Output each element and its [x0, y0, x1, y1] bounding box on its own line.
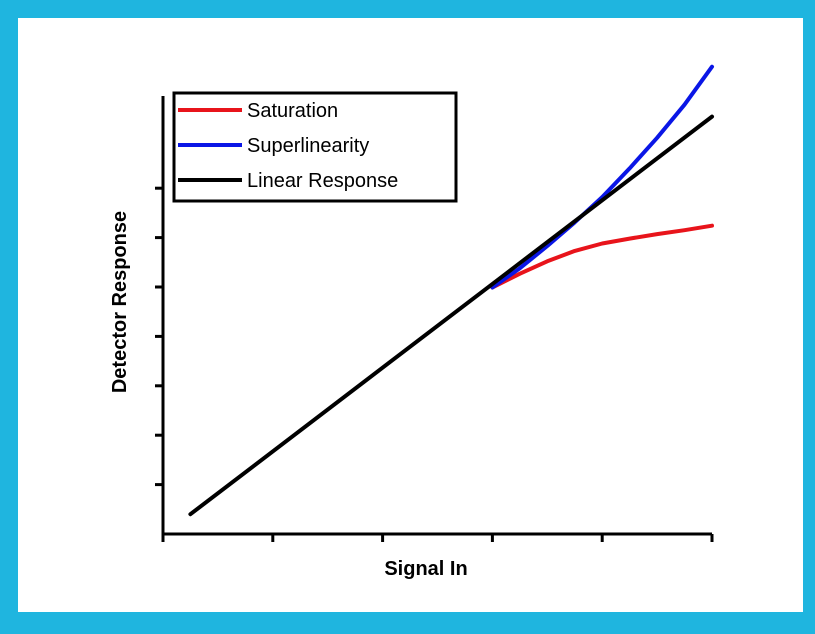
legend-label: Superlinearity: [247, 135, 369, 157]
series-line-linear-response: [188, 114, 714, 517]
series-line-superlinearity: [490, 64, 714, 290]
y-axis-title: Detector Response: [109, 211, 131, 393]
x-axis-title: Signal In: [384, 558, 467, 580]
legend-label: Linear Response: [247, 170, 398, 192]
axes: [155, 96, 714, 542]
legend: Saturation Superlinearity Linear Response: [172, 91, 458, 203]
series-layer: [188, 64, 714, 517]
legend-label: Saturation: [247, 100, 338, 122]
series-line-saturation: [490, 223, 714, 290]
